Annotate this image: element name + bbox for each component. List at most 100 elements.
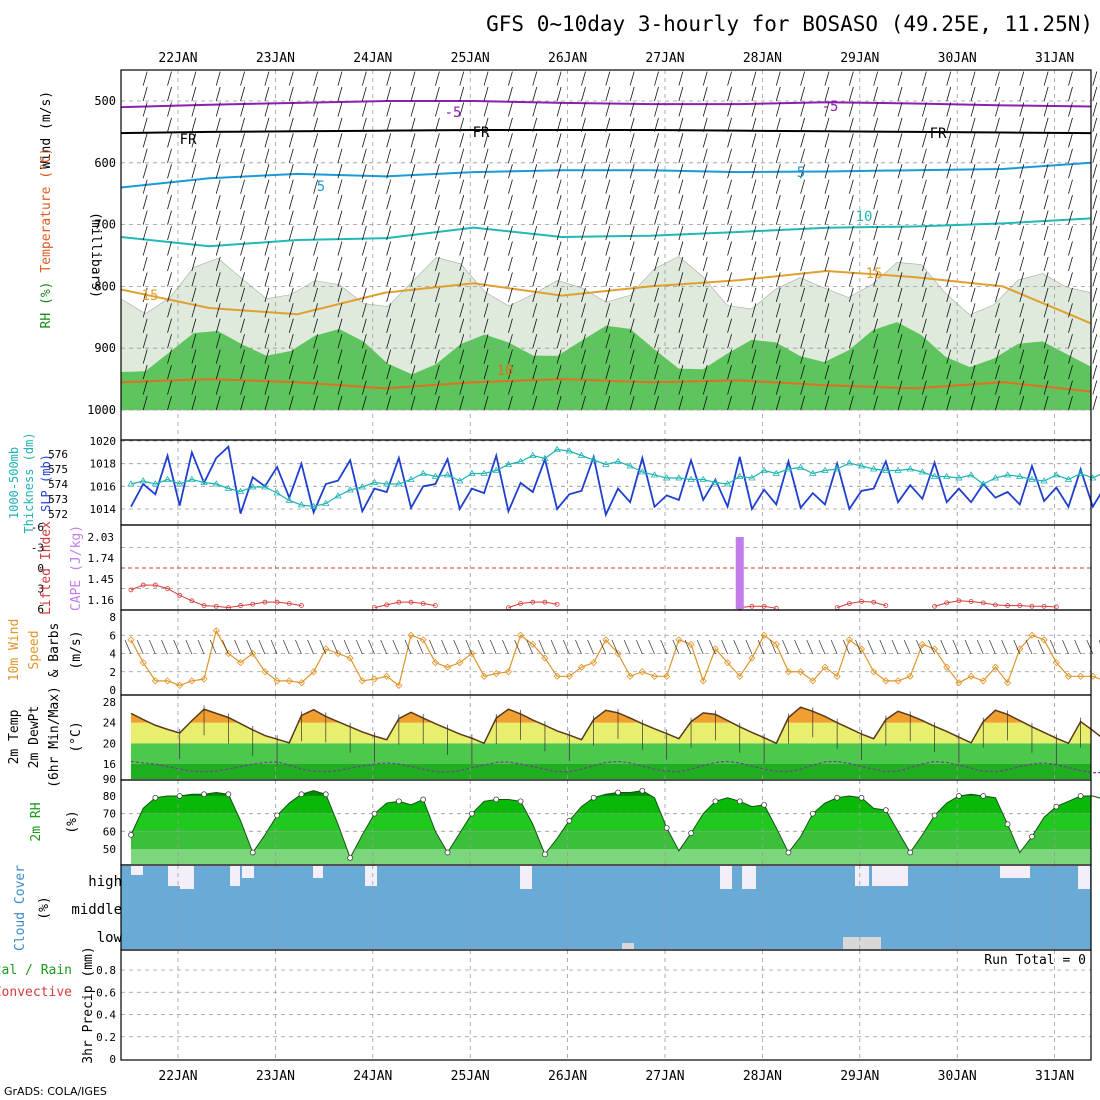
wind-barb [532, 133, 538, 148]
wind-barb [727, 334, 732, 349]
y-tick-pressure: 800 [94, 279, 116, 293]
wind-barb [556, 148, 562, 163]
wind-barb [386, 364, 392, 380]
rh-point [542, 851, 548, 858]
wind-barb [264, 287, 270, 302]
wind-barb [459, 225, 465, 241]
wind-barb [654, 71, 659, 86]
wind-barb [288, 318, 294, 333]
wind-speed-point [870, 668, 878, 676]
wind-barb [946, 133, 952, 148]
rh-point [1053, 803, 1060, 810]
wind-barb [1019, 380, 1025, 395]
wind-speed-point [456, 659, 464, 667]
wind-barb [532, 349, 538, 364]
wind-barb [1068, 210, 1073, 225]
wind-barb [848, 364, 854, 380]
wind-barb [508, 380, 513, 395]
wind-barb [1092, 334, 1098, 349]
wind-barb [751, 117, 757, 133]
wind-barb [678, 195, 684, 210]
wind-barb [800, 364, 806, 380]
cloud-gap [1078, 866, 1090, 889]
wind-barb [1068, 256, 1073, 272]
y-tick-cape: 1.45 [88, 573, 115, 586]
wind-barb [946, 86, 952, 102]
axis-label-barbs: & Barbs [47, 623, 62, 678]
thickness-point [772, 469, 780, 476]
cloud-gap [313, 866, 323, 878]
wind-speed-point [845, 636, 853, 644]
wind-barb [800, 179, 806, 194]
wind-barb [264, 241, 270, 256]
wind-barb [1019, 225, 1025, 241]
wind-barb [434, 272, 440, 287]
wind-barb [459, 287, 465, 302]
wind-barb [873, 210, 879, 225]
wind-barb [848, 210, 854, 225]
wind-barb-10m [173, 639, 181, 655]
wind-barb [215, 272, 221, 287]
wind-barb [1019, 364, 1025, 380]
wind-speed-point [736, 672, 744, 680]
wind-barb [581, 71, 586, 86]
wind-barb-10m [453, 639, 461, 655]
wind-speed-point [821, 663, 829, 671]
wind-speed-point [991, 663, 999, 671]
wind-speed-point [1028, 631, 1036, 639]
li-point [177, 592, 183, 598]
wind-barb [897, 287, 903, 302]
thickness-point [370, 478, 379, 485]
wind-barb [800, 349, 806, 364]
wind-barb-10m [502, 639, 509, 655]
wind-barb [921, 241, 927, 256]
cloud-gap [1000, 866, 1030, 878]
thickness-point [163, 475, 172, 482]
wind-barb [1092, 272, 1098, 287]
thickness-point [711, 478, 720, 485]
wind-barb [459, 272, 465, 287]
y-tick-pressure: 600 [94, 156, 116, 170]
wind-barb [897, 349, 903, 364]
wind-barb [824, 210, 830, 225]
wind-speed-point [310, 668, 318, 676]
wind-barb [800, 164, 806, 179]
wind-speed-point [383, 672, 391, 680]
wind-barb [897, 148, 903, 163]
wind-speed-point [760, 631, 768, 639]
wind-barb [897, 164, 903, 179]
rh-point [420, 796, 427, 803]
wind-barb [1092, 241, 1098, 256]
isotherm-line [120, 217, 1092, 248]
wind-barb [1068, 117, 1073, 133]
wind-barb [288, 334, 294, 349]
axis-label-speed: Speed [27, 630, 42, 669]
y-tick-wind: 4 [109, 648, 116, 661]
wind-barb-10m [757, 639, 765, 655]
wind-barb [995, 241, 1000, 256]
wind-barb [434, 195, 440, 210]
wind-barb [921, 380, 927, 395]
wind-barb [167, 117, 172, 133]
wind-barb [167, 380, 172, 395]
wind-barb [775, 148, 781, 163]
wind-barb-10m [903, 639, 911, 655]
wind-barb [727, 272, 732, 287]
wind-barb [288, 164, 294, 179]
wind-barb [410, 71, 416, 86]
wind-barb [970, 364, 976, 380]
wind-barb [995, 303, 1000, 318]
wind-barb [410, 133, 416, 148]
wind-barb [775, 241, 781, 256]
cloud-gap [168, 866, 180, 886]
li-point [932, 603, 937, 609]
wind-barb-10m [1013, 639, 1021, 655]
wind-barb [897, 334, 903, 349]
wind-barb [970, 148, 976, 163]
wind-barb-10m [562, 639, 570, 655]
wind-barb [532, 395, 538, 411]
wind-barb [751, 380, 757, 395]
thickness-point [784, 465, 793, 472]
thickness-point [930, 472, 939, 479]
wind-barb [337, 195, 343, 210]
